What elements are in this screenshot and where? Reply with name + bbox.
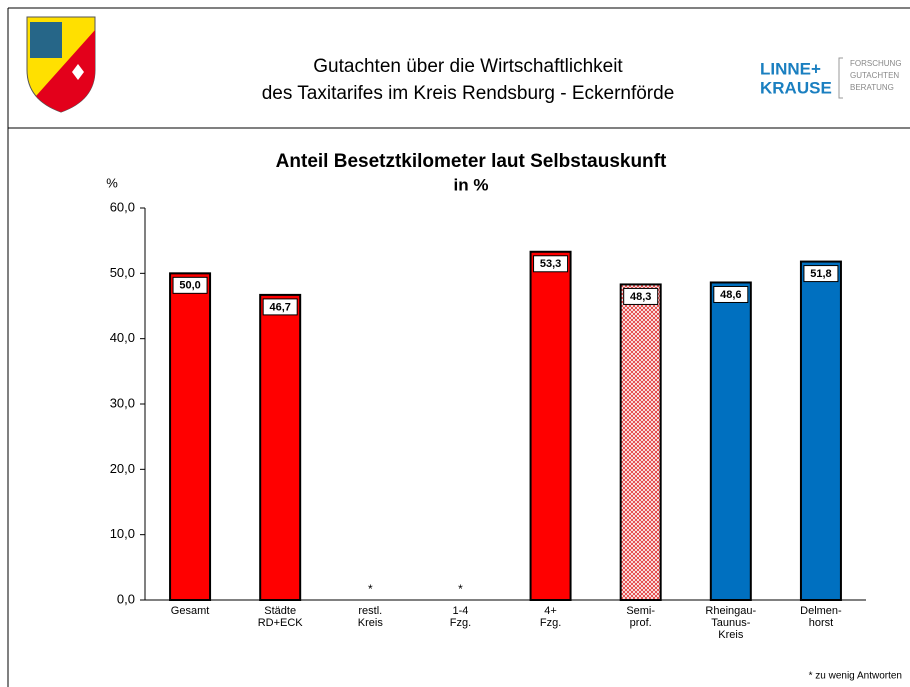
x-tick-label: horst bbox=[809, 617, 833, 629]
bar bbox=[619, 283, 662, 601]
x-tick-label: Fzg. bbox=[450, 617, 471, 629]
logo-bracket bbox=[838, 57, 843, 99]
logo: KRAUSE bbox=[760, 78, 832, 97]
value-label: 48,3 bbox=[630, 291, 651, 303]
y-tick-label: 0,0 bbox=[117, 591, 135, 606]
x-tick-label: Rheingau- bbox=[705, 605, 756, 617]
value-label-box bbox=[803, 265, 839, 283]
bar bbox=[799, 260, 842, 601]
y-tick-label: 40,0 bbox=[110, 330, 135, 345]
note: * zu wenig Antworten bbox=[809, 671, 902, 682]
value-label: 46,7 bbox=[269, 301, 290, 313]
header-title: des Taxitarifes im Kreis Rendsburg - Eck… bbox=[262, 83, 675, 104]
y-tick-label: 20,0 bbox=[110, 461, 135, 476]
logo-sub: BERATUNG bbox=[850, 83, 894, 92]
header-title: Gutachten über die Wirtschaftlichkeit bbox=[313, 56, 623, 77]
value-label: 48,6 bbox=[720, 289, 741, 301]
logo-sub: FORSCHUNG bbox=[850, 59, 902, 68]
value-label: * bbox=[368, 582, 373, 596]
value-label-box bbox=[533, 255, 569, 273]
value-label-box bbox=[262, 298, 298, 316]
x-tick-label: Fzg. bbox=[540, 617, 561, 629]
x-tick-label: restl. bbox=[358, 605, 382, 617]
x-tick-label: Delmen- bbox=[800, 605, 842, 617]
bar bbox=[259, 293, 302, 601]
chart-title: Anteil Besetztkilometer laut Selbstausku… bbox=[276, 151, 667, 172]
value-label-box bbox=[623, 287, 659, 305]
x-tick-label: Kreis bbox=[358, 617, 384, 629]
logo-sub: GUTACHTEN bbox=[850, 71, 899, 80]
value-label-box bbox=[172, 276, 208, 294]
bar bbox=[169, 272, 212, 601]
x-tick-label: Taunus- bbox=[711, 617, 750, 629]
x-tick-label: Kreis bbox=[718, 629, 744, 641]
x-tick-label: 1-4 bbox=[452, 605, 468, 617]
value-label-box bbox=[713, 285, 749, 303]
x-tick-label: Städte bbox=[264, 605, 296, 617]
x-tick-label: 4+ bbox=[544, 605, 557, 617]
chart-subtitle: in % bbox=[454, 175, 489, 194]
value-label: 50,0 bbox=[179, 280, 200, 292]
x-tick-label: prof. bbox=[630, 617, 652, 629]
y-tick-label: 10,0 bbox=[110, 526, 135, 541]
coat-of-arms bbox=[26, 16, 96, 113]
value-label: 53,3 bbox=[540, 258, 561, 270]
logo: LINNE+ bbox=[760, 59, 821, 78]
y-axis-label: % bbox=[106, 175, 118, 190]
x-tick-label: Semi- bbox=[626, 605, 655, 617]
value-label: * bbox=[458, 582, 463, 596]
bar bbox=[529, 250, 572, 601]
x-tick-label: Gesamt bbox=[171, 605, 210, 617]
bar bbox=[709, 281, 752, 601]
x-tick-label: RD+ECK bbox=[258, 617, 304, 629]
value-label: 51,8 bbox=[810, 268, 831, 280]
y-tick-label: 60,0 bbox=[110, 199, 135, 214]
y-tick-label: 50,0 bbox=[110, 265, 135, 280]
y-tick-label: 30,0 bbox=[110, 395, 135, 410]
